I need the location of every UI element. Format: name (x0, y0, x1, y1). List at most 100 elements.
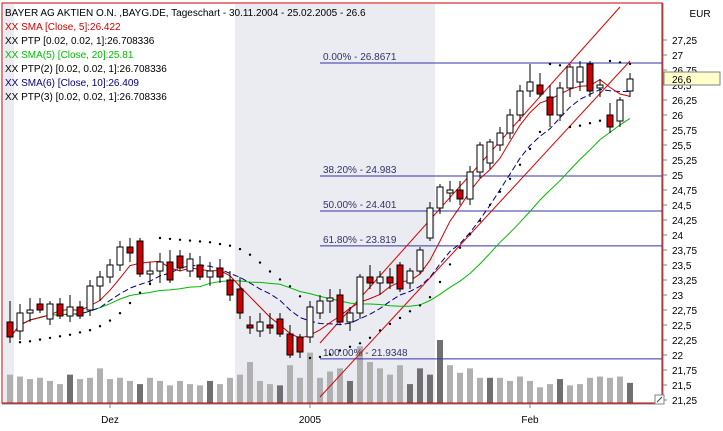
volume-bar (87, 377, 93, 403)
sar-dot (498, 190, 502, 193)
volume-bar (477, 377, 483, 403)
volume-bar (67, 374, 73, 403)
price-tick-label: 22 (672, 351, 684, 362)
candle-down (36, 303, 44, 311)
price-axis: EUR 27,252726,7526,526,252625,7525,525,2… (662, 3, 721, 407)
candle (436, 184, 444, 214)
price-tick-label: 22,25 (672, 336, 697, 347)
candle-up (436, 186, 444, 209)
sar-dot (328, 353, 332, 356)
candle-down (216, 267, 224, 278)
weekend-shading (4, 4, 435, 403)
candle (536, 73, 544, 97)
candle (296, 334, 304, 358)
currency-label: EUR (689, 9, 710, 20)
candle-down (286, 333, 294, 356)
sar-dot (488, 203, 492, 207)
legend-entry: XX SMA(6) [Close, 10]:26.409 (5, 78, 139, 89)
sar-dot (508, 177, 512, 180)
candle-down (296, 336, 304, 353)
sar-dot (158, 236, 162, 240)
sar-dot (38, 338, 42, 341)
sar-dot (58, 335, 62, 338)
candle (496, 127, 504, 151)
sar-dot (428, 296, 432, 299)
candle (126, 238, 134, 262)
candle-up (16, 312, 24, 332)
volume-bar (447, 365, 453, 403)
sar-dot (248, 253, 252, 256)
sar-dot (88, 329, 92, 332)
volume-bar (287, 365, 293, 403)
candle-up (466, 171, 474, 200)
sar-dot (408, 310, 412, 313)
candle-down (266, 324, 274, 329)
plot-border (1, 2, 663, 404)
sar-dot (568, 125, 572, 129)
candle-up (66, 306, 74, 317)
price-tick-label: 23,25 (672, 276, 697, 287)
sar-dot (538, 130, 542, 134)
candle (36, 298, 44, 313)
candle (396, 262, 404, 292)
legend-entry: XX PTP [0.02, 0.02, 1]:26.708336 (5, 36, 155, 47)
candle (106, 259, 114, 283)
candle (96, 271, 104, 301)
candle (336, 289, 344, 325)
price-tick-label: 21,25 (672, 396, 697, 407)
volume-bar (597, 376, 603, 403)
price-axis-bg (663, 3, 721, 404)
sar-dot (418, 304, 422, 307)
volume-bar (427, 374, 433, 403)
legend-entry: XX SMA(5) [Close, 20]:25.81 (5, 50, 134, 61)
chart-title: BAYER AG AKTIEN O.N. ,BAYG.DE, Tageschar… (5, 8, 366, 19)
time-tick-label: Feb (521, 415, 539, 426)
price-tick-label: 25,75 (672, 126, 697, 137)
sar-dot (268, 270, 272, 273)
sar-dot (318, 355, 322, 359)
sma-5-line (9, 78, 631, 339)
volume-bar (187, 384, 193, 403)
price-tick-label: 22,75 (672, 306, 697, 317)
volume-bar (327, 371, 333, 403)
resize-handle[interactable] (654, 394, 665, 405)
fib-label: 61.80% - 23.819 (323, 235, 397, 246)
period-shade-left (4, 4, 14, 403)
candle-up (46, 303, 54, 320)
volume-bar (227, 377, 233, 403)
sma-10-line (9, 88, 631, 338)
sar-dot (28, 340, 32, 343)
candle-down (536, 84, 544, 95)
candle (476, 142, 484, 178)
sar-dot (108, 319, 112, 322)
candlesticks (6, 61, 634, 358)
sar-dot (288, 285, 292, 288)
fib-label: 38.20% - 24.983 (323, 165, 397, 176)
candle-up (476, 144, 484, 173)
sar-dot (208, 241, 212, 244)
candle (466, 166, 474, 205)
candle-up (316, 300, 324, 314)
sar-dot (228, 244, 232, 247)
candle (586, 61, 594, 97)
candle-up (526, 81, 534, 92)
candle (166, 250, 174, 283)
volume-bar (567, 385, 573, 403)
time-axis: Dez 2005 Feb (2, 403, 662, 426)
candle-down (196, 264, 204, 278)
candle (286, 325, 294, 358)
candle (256, 313, 264, 337)
volume-bar (377, 368, 383, 403)
sar-dot (438, 280, 442, 284)
candle (246, 316, 254, 334)
volume-bar (517, 376, 523, 403)
candle (86, 280, 94, 316)
candle (6, 301, 14, 343)
price-tick-label: 23,75 (672, 246, 697, 257)
volume-bar (137, 384, 143, 403)
price-tick-label: 25,5 (672, 141, 692, 152)
volume-bar (7, 374, 13, 403)
candle-down (456, 189, 464, 200)
sar-dot (518, 163, 522, 166)
